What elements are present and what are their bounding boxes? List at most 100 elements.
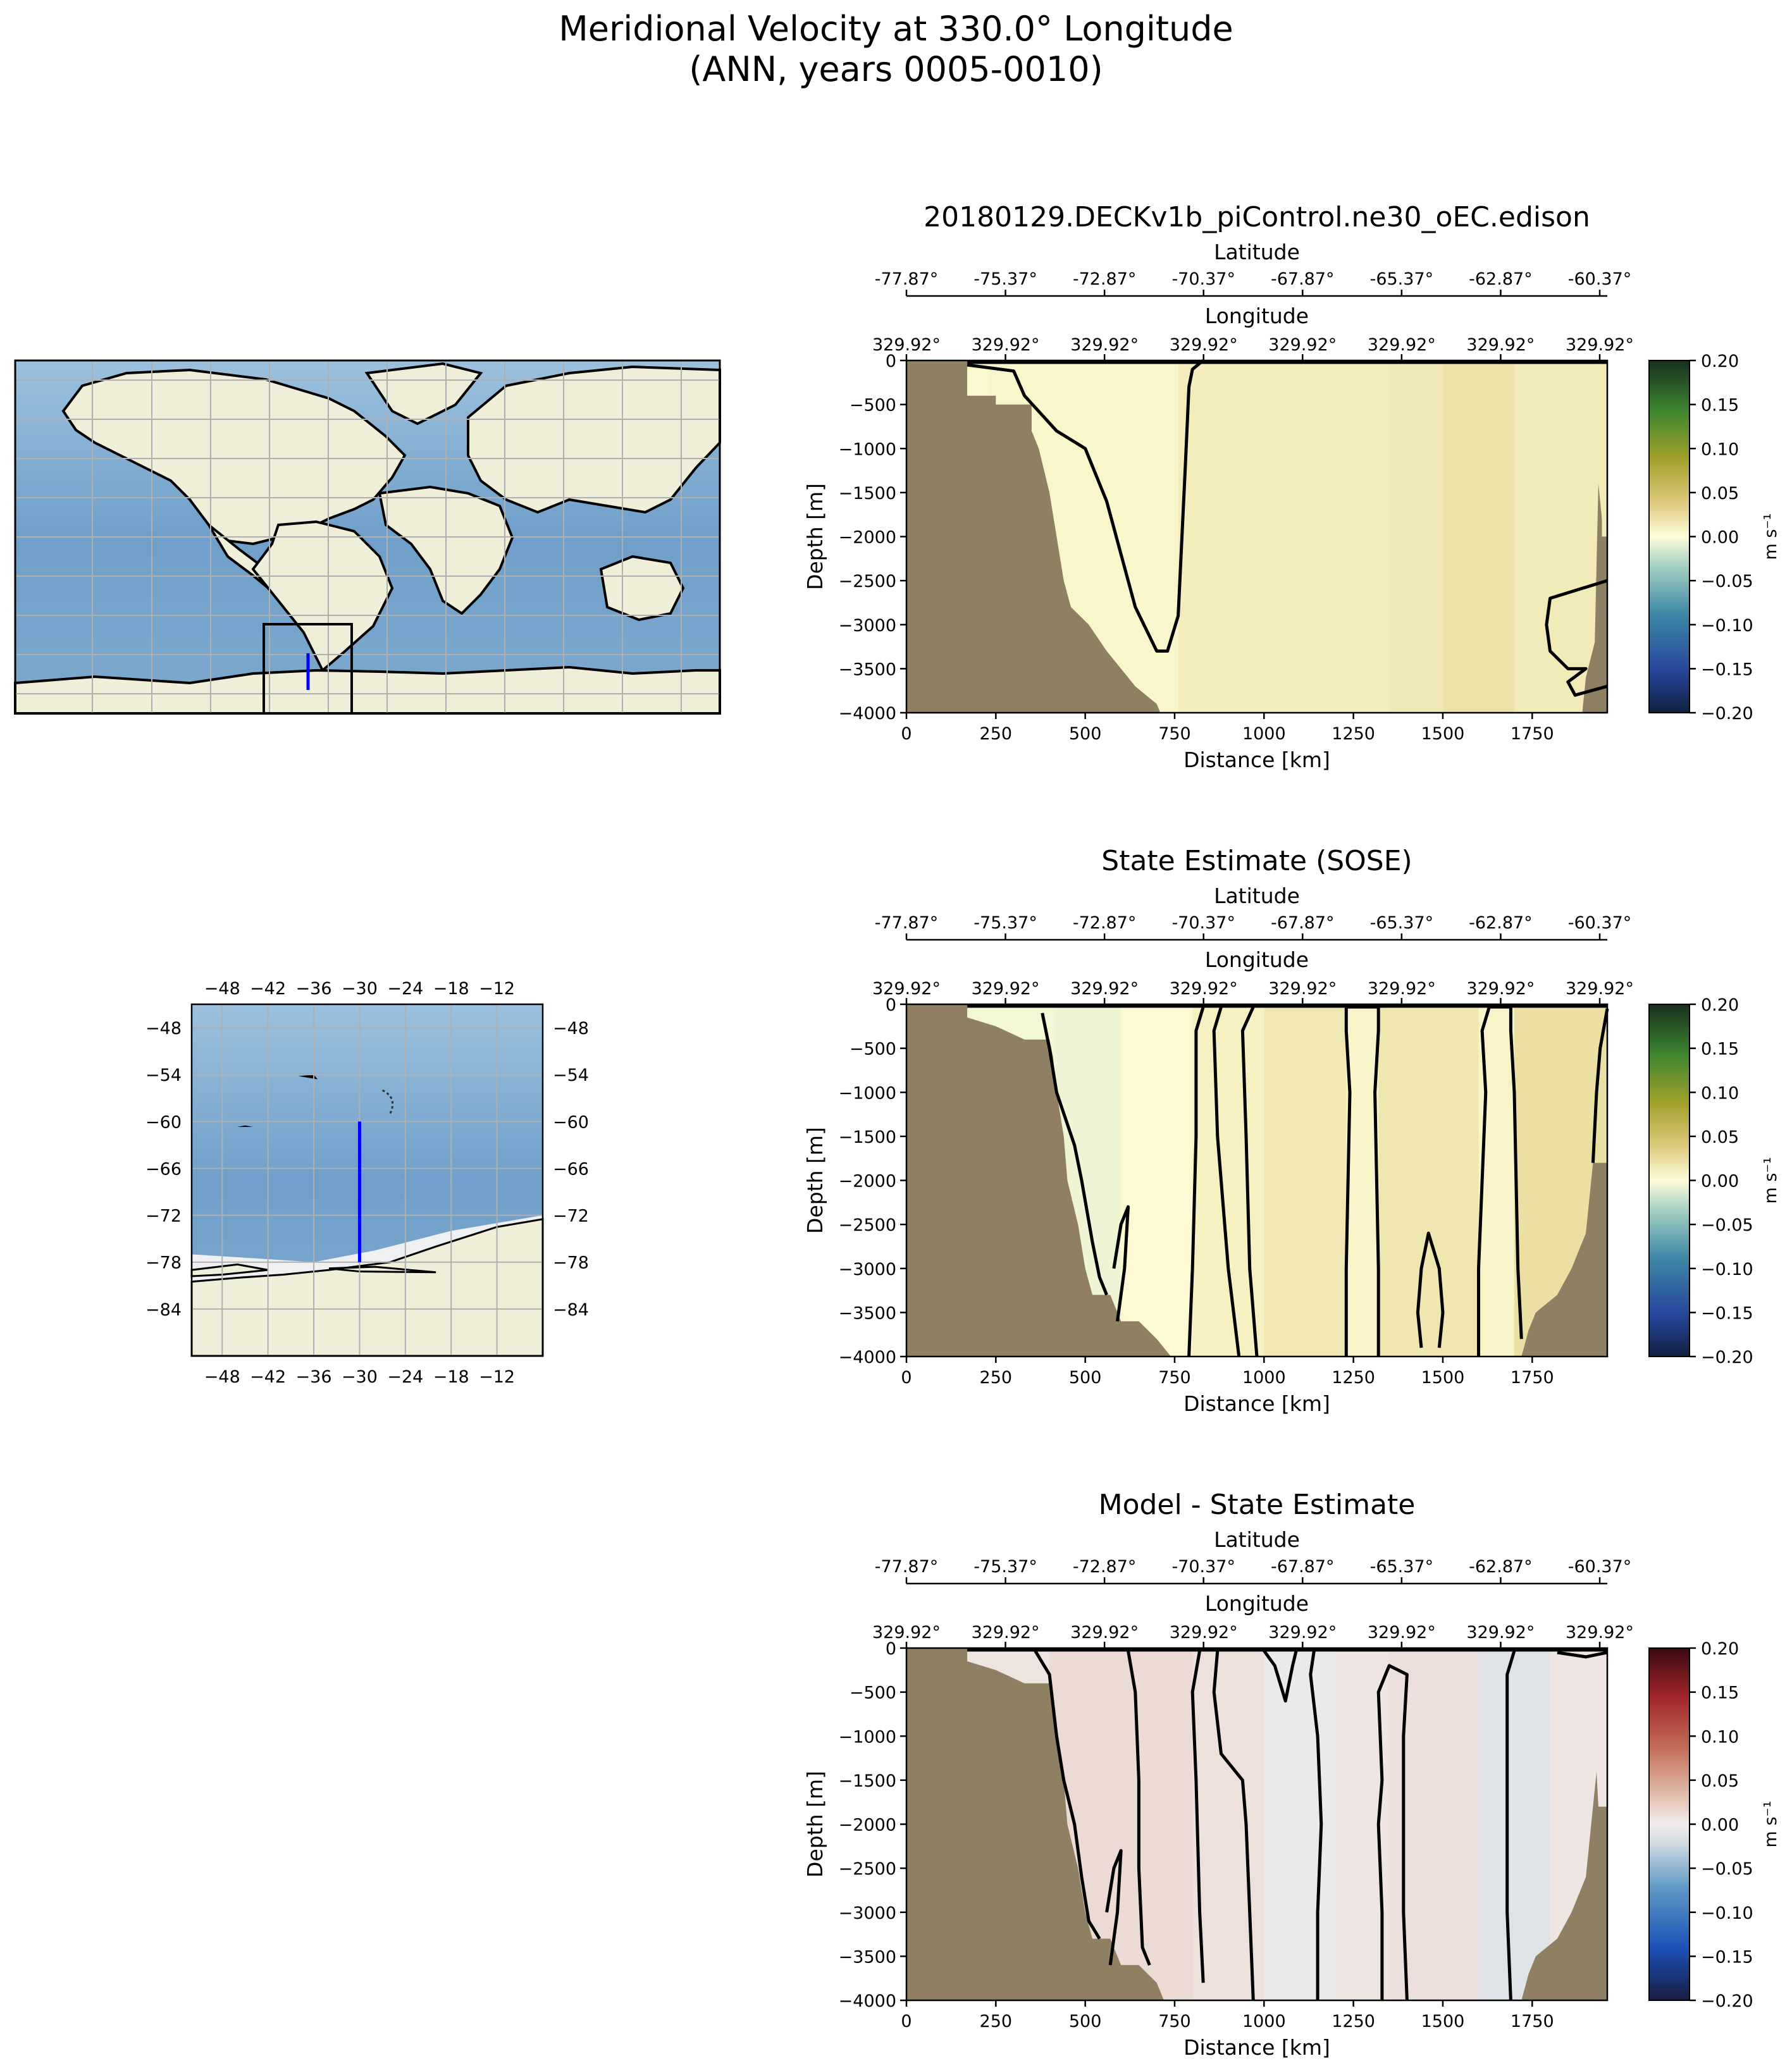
y-tick-label: −3500	[839, 1303, 896, 1323]
latitude-tick-label: -60.37°	[1568, 269, 1632, 289]
panel-title: 20180129.DECKv1b_piControl.ne30_oEC.edis…	[924, 201, 1590, 233]
y-tick-label: −500	[850, 1040, 896, 1059]
colorbar-tick-label: 0.00	[1701, 528, 1739, 548]
inset-y-tick-label-right: −78	[553, 1253, 589, 1273]
contour-line	[1376, 1664, 1409, 2001]
y-axis-label: Depth [m]	[803, 1771, 827, 1878]
inset-x-tick-label-bottom: −30	[342, 1367, 378, 1387]
latitude-axis-label: Latitude	[1214, 1527, 1300, 1552]
field-stripe	[1121, 1004, 1193, 1357]
world-map-land-eurasia	[467, 365, 721, 514]
panel-title: State Estimate (SOSE)	[1101, 845, 1412, 877]
inset-y-tick-label-right: −60	[553, 1112, 589, 1132]
figure-title-line1: Meridional Velocity at 330.0° Longitude	[559, 9, 1233, 49]
inset-island-south-orkney	[237, 1125, 253, 1127]
bathymetry-right	[1521, 1162, 1607, 1357]
colorbar-tick-label: −0.20	[1701, 1348, 1753, 1367]
contour-line	[1212, 1006, 1241, 1357]
contour-line	[1127, 1650, 1151, 1966]
colorbar-tick-label: 0.00	[1701, 1172, 1739, 1191]
longitude-axis-label: Longitude	[1205, 947, 1309, 972]
x-tick-label: 1500	[1421, 1368, 1465, 1388]
bathymetry-right	[1521, 1771, 1607, 2000]
field-stripe	[1192, 1648, 1264, 2000]
colorbar-tick-label: −0.05	[1701, 1859, 1753, 1879]
latitude-tick-label: -67.87°	[1271, 1557, 1335, 1577]
inset-x-tick-label-top: −30	[342, 979, 378, 999]
inset-y-tick-label-right: −72	[553, 1207, 589, 1226]
colorbar-tick-label: 0.15	[1701, 1683, 1739, 1703]
latitude-tick-label: -77.87°	[875, 913, 939, 933]
inset-x-tick-label-top: −48	[204, 979, 240, 999]
inset-x-tick-label-top: −18	[433, 979, 469, 999]
y-axis-label: Depth [m]	[803, 1127, 827, 1234]
x-tick-label: 1250	[1332, 724, 1375, 744]
colorbar-tick-label: 0.20	[1701, 995, 1739, 1015]
x-tick-label: 1250	[1332, 2012, 1375, 2031]
latitude-tick-label: -72.87°	[1073, 269, 1137, 289]
inset-y-tick-label-left: −54	[145, 1066, 182, 1085]
longitude-tick-label: 329.92°	[1368, 979, 1436, 999]
longitude-axis-label: Longitude	[1205, 304, 1309, 328]
latitude-tick-label: -65.37°	[1370, 269, 1434, 289]
y-tick-label: −1000	[839, 440, 896, 459]
colorbar	[1649, 360, 1690, 713]
x-tick-label: 1000	[1242, 1368, 1286, 1388]
latitude-tick-label: -62.87°	[1469, 269, 1533, 289]
inset-x-tick-label-top: −36	[296, 979, 332, 999]
longitude-tick-label: 329.92°	[1070, 979, 1139, 999]
y-tick-label: −2000	[839, 1172, 896, 1191]
x-tick-label: 0	[901, 1368, 911, 1388]
y-tick-label: −1500	[839, 1771, 896, 1791]
latitude-tick-label: -70.37°	[1171, 913, 1235, 933]
inset-island-south-sandwich	[381, 1089, 394, 1114]
y-tick-label: 0	[886, 1639, 896, 1659]
colorbar-tick-label: −0.05	[1701, 1216, 1753, 1235]
longitude-axis-label: Longitude	[1205, 1591, 1309, 1616]
inset-x-tick-label-top: −24	[387, 979, 423, 999]
longitude-tick-label: 329.92°	[1170, 979, 1238, 999]
latitude-tick-label: -70.37°	[1171, 269, 1235, 289]
latitude-tick-label: -70.37°	[1171, 1557, 1235, 1577]
inset-y-tick-label-left: −48	[145, 1019, 182, 1038]
x-axis-label: Distance [km]	[1183, 2035, 1330, 2060]
y-tick-label: −3000	[839, 1260, 896, 1279]
contour-line	[1557, 1651, 1608, 1659]
y-tick-label: −3000	[839, 616, 896, 636]
contour-line	[1416, 1231, 1445, 1348]
inset-y-tick-label-right: −84	[553, 1300, 589, 1320]
latitude-tick-label: -77.87°	[875, 269, 939, 289]
longitude-tick-label: 329.92°	[1170, 335, 1238, 355]
longitude-tick-label: 329.92°	[1368, 335, 1436, 355]
x-tick-label: 250	[980, 724, 1013, 744]
longitude-tick-label: 329.92°	[1268, 979, 1337, 999]
y-tick-label: −4000	[839, 704, 896, 723]
colorbar-tick-label: −0.05	[1701, 572, 1753, 591]
x-tick-label: 1000	[1242, 2012, 1286, 2031]
contour-line	[1505, 1650, 1516, 2001]
colorbar-tick-label: −0.15	[1701, 1303, 1753, 1323]
latitude-tick-label: -75.37°	[973, 1557, 1037, 1577]
world-map-land-australia	[599, 555, 685, 622]
x-tick-label: 250	[980, 2012, 1013, 2031]
longitude-tick-label: 329.92°	[1566, 335, 1634, 355]
contour-line	[1344, 1005, 1380, 1357]
inset-x-tick-label-bottom: −48	[204, 1367, 240, 1387]
x-axis-label: Distance [km]	[1183, 1391, 1330, 1416]
y-tick-label: −3500	[839, 1947, 896, 1967]
colorbar-tick-label: −0.15	[1701, 1947, 1753, 1967]
colorbar-tick-label: 0.05	[1701, 1128, 1739, 1147]
y-tick-label: −1500	[839, 484, 896, 503]
x-tick-label: 750	[1158, 2012, 1191, 2031]
y-tick-label: −2500	[839, 1216, 896, 1235]
contour-line	[1041, 1012, 1108, 1296]
contour-line	[1545, 579, 1608, 697]
panel-title: Model - State Estimate	[1099, 1489, 1416, 1521]
field-stripe	[1264, 1004, 1347, 1357]
inset-x-tick-label-bottom: −36	[296, 1367, 332, 1387]
longitude-tick-label: 329.92°	[872, 335, 941, 355]
colorbar-tick-label: 0.20	[1701, 352, 1739, 371]
colorbar-tick-label: 0.10	[1701, 1727, 1739, 1747]
latitude-tick-label: -75.37°	[973, 269, 1037, 289]
contour-line	[1309, 1650, 1323, 2000]
